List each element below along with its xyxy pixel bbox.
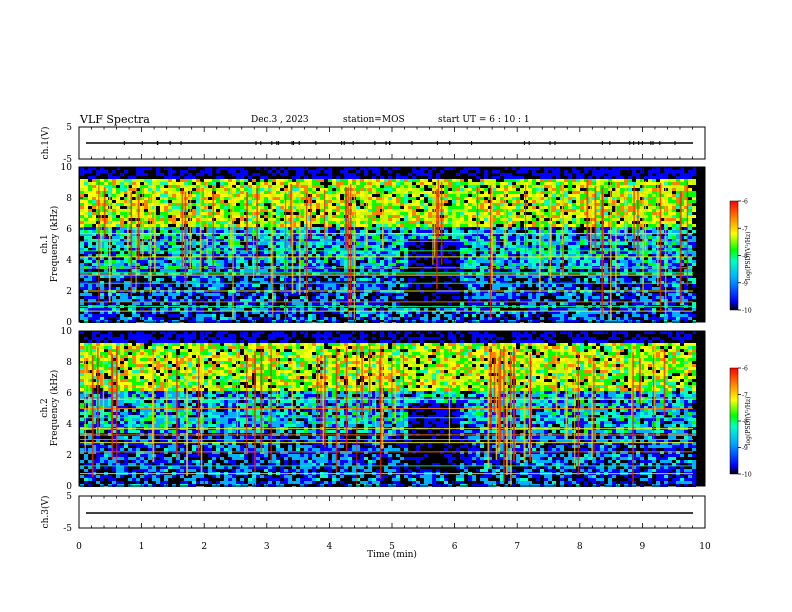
ch3-voltage-ylabel: ch.3(V) [40, 496, 51, 529]
x-tick-label: 9 [640, 542, 646, 552]
ch1-frequency-ytick-label: 4 [66, 256, 72, 266]
ch3-voltage-panel [78, 495, 706, 529]
x-axis-label: Time (min) [367, 549, 417, 560]
ch1-colorbar-tick-label: -8 [742, 253, 748, 260]
ch2-frequency-ytick-label: 6 [66, 389, 72, 399]
x-tick-label: 1 [139, 542, 145, 552]
ch2-colorbar-tick-label: -6 [742, 366, 748, 373]
ch2-colorbar-tick-label: -8 [742, 419, 748, 426]
ch2-frequency-ytick-label: 10 [61, 327, 73, 337]
ch2-colorbar-tick-label: -9 [742, 445, 748, 452]
ch1-frequency-ytick-label: 6 [66, 225, 72, 235]
ch2-colorbar [729, 367, 739, 475]
ch2-frequency-ytick-label: 8 [66, 358, 72, 368]
ch1-channel-label: ch.1 [40, 234, 50, 253]
x-tick-label: 2 [201, 542, 207, 552]
ch3-voltage-ytick-label: -5 [63, 524, 72, 534]
start-ut-label: start UT = 6 : 10 : 1 [438, 115, 530, 125]
ch1-voltage-blips [123, 141, 676, 145]
ch2-colorbar-tick-label: -7 [742, 392, 748, 399]
ch1-spectrogram-image [79, 167, 705, 323]
date-label: Dec.3 , 2023 [251, 115, 309, 125]
x-tick-label: 10 [699, 542, 711, 552]
ch2-frequency-ytick-label: 0 [66, 482, 72, 492]
ch1-colorbar-tick-label: -10 [742, 308, 752, 315]
station-label: station=MOS [343, 115, 405, 125]
ch1-frequency-ytick-label: 2 [66, 287, 72, 297]
ch1-colorbar-tick-label: -9 [742, 280, 748, 287]
chart-title: VLF Spectra [80, 113, 150, 126]
ch2-colorbar-label: log(PSD)(V²/Hz) [745, 397, 752, 446]
x-tick-label: 3 [264, 542, 270, 552]
x-tick-label: 5 [389, 542, 395, 552]
ch2-colorbar-tick-label: -10 [742, 472, 752, 479]
x-tick-label: 7 [514, 542, 520, 552]
ch2-frequency-ylabel: Frequency (kHz) [49, 370, 60, 447]
x-tick-label: 0 [76, 542, 82, 552]
ch3-voltage-ytick-label: 5 [66, 492, 72, 502]
ch2-frequency-ytick-label: 2 [66, 451, 72, 461]
ch2-spectrogram-image [79, 331, 705, 487]
ch2-frequency-ytick-label: 4 [66, 420, 72, 430]
x-tick-label: 8 [577, 542, 583, 552]
ch1-frequency-ytick-label: 0 [66, 318, 72, 328]
ch1-colorbar-label: log(PSD)(V²/Hz) [745, 232, 752, 281]
ch1-colorbar-tick-label: -6 [742, 199, 748, 206]
ch1-voltage-ytick-label: -5 [63, 155, 72, 165]
ch1-colorbar [729, 200, 739, 311]
ch2-channel-label: ch.2 [40, 398, 50, 417]
ch1-frequency-ylabel: Frequency (kHz) [49, 206, 60, 283]
ch1-frequency-ytick-label: 10 [61, 163, 73, 173]
x-tick-label: 4 [327, 542, 333, 552]
ch1-voltage-ytick-label: 5 [66, 123, 72, 133]
ch1-colorbar-tick-label: -7 [742, 226, 748, 233]
ch1-frequency-ytick-label: 8 [66, 194, 72, 204]
ch1-voltage-ylabel: ch.1(V) [40, 127, 51, 160]
x-tick-label: 6 [452, 542, 458, 552]
